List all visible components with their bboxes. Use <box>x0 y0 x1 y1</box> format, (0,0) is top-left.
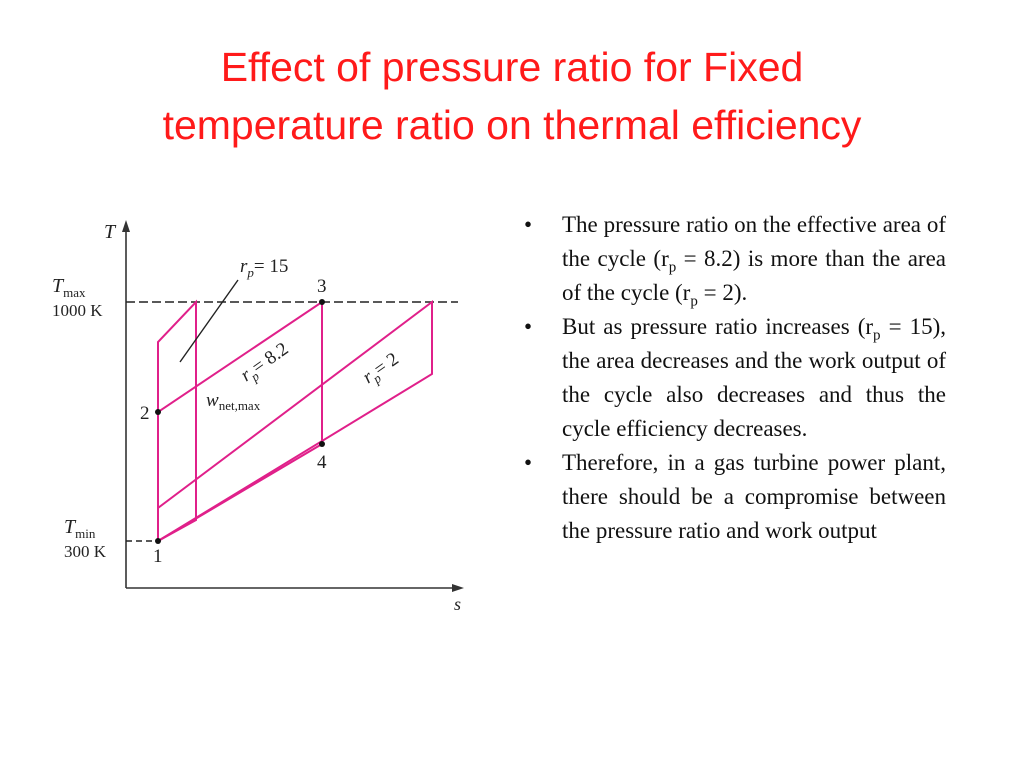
bullet-1-text-a: The pressure ratio on the effective area… <box>562 212 946 271</box>
state-point-4 <box>319 441 325 447</box>
cycle-rp15 <box>157 299 197 542</box>
s-axis-label: s <box>454 594 461 614</box>
tmax-symbol: Tmax <box>52 275 86 300</box>
rp15-leader-line <box>179 279 239 363</box>
ts-diagram: T s Tmax 1000 K Tmin 300 K 1 2 3 4 rp= 1… <box>52 220 464 614</box>
tmin-symbol: Tmin <box>64 516 96 541</box>
bullet-1-sub-a: p <box>668 259 677 276</box>
tmax-value: 1000 K <box>52 301 103 320</box>
bullet-marker: • <box>523 212 533 237</box>
bullet-list: • The pressure ratio on the effective ar… <box>518 208 946 548</box>
title-line-1: Effect of pressure ratio for Fixed <box>220 44 804 90</box>
bullet-2-sub: p <box>873 327 881 344</box>
bullet-2-text-b: = 15), the area decreases and the work o… <box>562 314 946 441</box>
t-axis-label: T <box>104 221 117 243</box>
state-point-2 <box>155 409 161 415</box>
bullet-2-text-a: But as pressure ratio increases (r <box>562 314 874 339</box>
rp2-label: rp= 2 <box>359 349 405 391</box>
bullet-item-1: • The pressure ratio on the effective ar… <box>518 208 946 310</box>
bullet-marker: • <box>523 450 533 475</box>
bullet-item-2: • But as pressure ratio increases (rp = … <box>518 310 946 446</box>
title-line-2: temperature ratio on thermal efficiency <box>162 102 862 148</box>
t-axis-arrow <box>122 220 130 232</box>
bullet-1-text-b: = 8.2) is more than the area of the cycl… <box>562 246 946 305</box>
state-label-2: 2 <box>140 403 150 424</box>
wnet-max-label: wnet,max <box>206 390 261 413</box>
cycle-rp2 <box>157 299 433 542</box>
bullet-marker: • <box>523 314 533 339</box>
rp15-label: rp= 15 <box>240 256 288 280</box>
rp8.2-label: rp= 8.2 <box>237 338 294 388</box>
state-label-1: 1 <box>153 546 163 567</box>
state-point-1 <box>155 538 161 544</box>
state-label-4: 4 <box>317 452 327 473</box>
bullet-1-sub-b: p <box>690 293 698 310</box>
s-axis-arrow <box>452 584 464 592</box>
state-point-3 <box>319 299 325 305</box>
state-label-3: 3 <box>317 276 327 297</box>
bullet-1-text-c: = 2). <box>697 280 748 305</box>
bullet-3-text: Therefore, in a gas turbine power plant,… <box>562 450 946 543</box>
bullet-item-3: • Therefore, in a gas turbine power plan… <box>518 446 946 548</box>
cycle-rp8.2 <box>157 300 323 542</box>
slide-title: Effect of pressure ratio for Fixed tempe… <box>0 38 1024 154</box>
tmin-value: 300 K <box>64 542 107 561</box>
